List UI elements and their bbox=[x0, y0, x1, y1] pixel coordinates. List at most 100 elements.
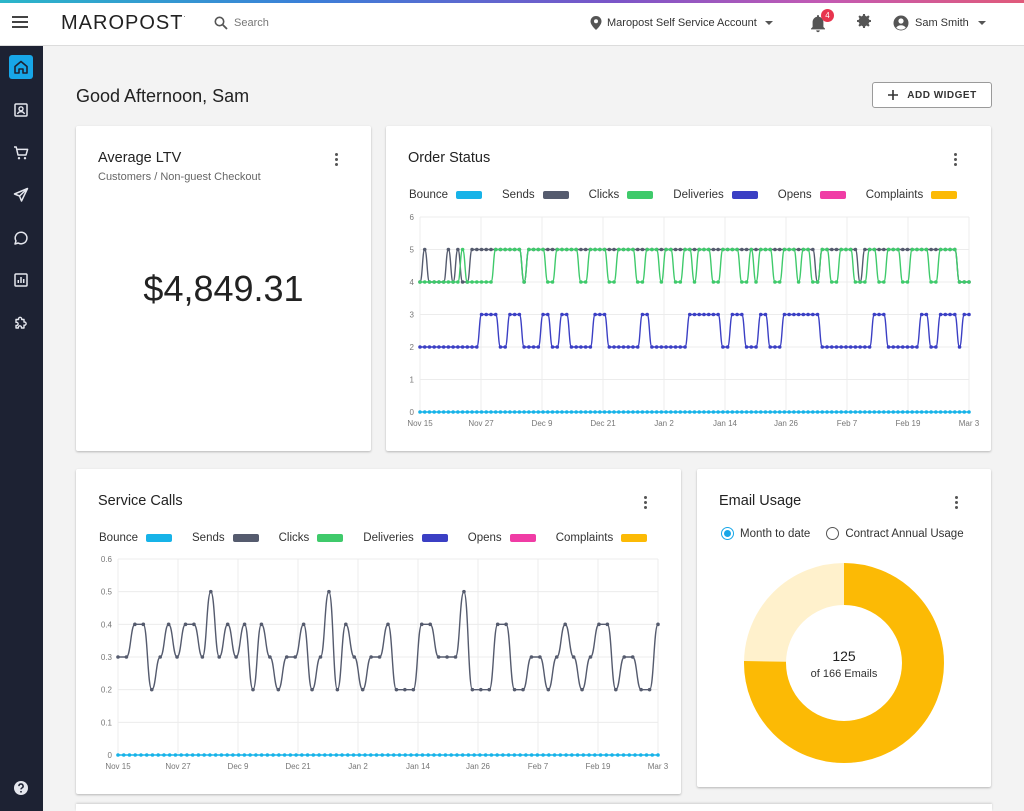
data-point bbox=[437, 753, 442, 757]
data-point bbox=[656, 622, 660, 627]
legend-label: Bounce bbox=[409, 189, 449, 201]
legend-label: Bounce bbox=[99, 532, 139, 544]
data-point bbox=[597, 622, 601, 627]
data-point bbox=[493, 410, 498, 414]
legend-item-clicks[interactable]: Clicks bbox=[279, 532, 344, 544]
data-point bbox=[886, 410, 891, 414]
legend-item-deliveries[interactable]: Deliveries bbox=[673, 189, 758, 201]
data-point bbox=[806, 410, 810, 414]
sidebar-item-reports[interactable] bbox=[9, 268, 33, 292]
sidebar-item-home[interactable] bbox=[9, 55, 33, 79]
legend-item-sends[interactable]: Sends bbox=[192, 532, 259, 544]
legend-item-opens[interactable]: Opens bbox=[468, 532, 536, 544]
y-tick-label: 5 bbox=[410, 246, 415, 255]
logo-text: MAROPOST bbox=[61, 12, 184, 34]
data-point bbox=[579, 280, 583, 284]
card-menu-icon[interactable] bbox=[637, 494, 653, 514]
data-point bbox=[436, 655, 441, 659]
data-point bbox=[441, 280, 446, 284]
data-point bbox=[853, 280, 858, 284]
data-point bbox=[640, 247, 645, 252]
data-point bbox=[512, 753, 517, 757]
data-point bbox=[877, 312, 881, 317]
menu-icon[interactable] bbox=[12, 16, 28, 28]
data-point bbox=[777, 410, 782, 414]
card-menu-icon[interactable] bbox=[947, 151, 963, 171]
data-point bbox=[560, 312, 564, 317]
legend-item-clicks[interactable]: Clicks bbox=[589, 189, 654, 201]
data-point bbox=[792, 410, 796, 414]
sidebar-item-commerce[interactable] bbox=[9, 141, 33, 165]
data-point bbox=[877, 280, 881, 284]
card-menu-icon[interactable] bbox=[328, 151, 344, 171]
card-menu-icon[interactable] bbox=[948, 494, 964, 514]
contract-annual-usage-radio[interactable] bbox=[826, 527, 840, 540]
data-point bbox=[579, 345, 583, 349]
data-point bbox=[598, 312, 602, 317]
data-point bbox=[474, 280, 479, 284]
legend-item-complaints[interactable]: Complaints bbox=[866, 189, 958, 201]
data-point bbox=[905, 410, 910, 414]
data-point bbox=[377, 655, 382, 659]
data-point bbox=[626, 247, 631, 252]
month-to-date-radio[interactable] bbox=[721, 527, 734, 540]
legend-item-complaints[interactable]: Complaints bbox=[556, 532, 648, 544]
data-point bbox=[905, 280, 910, 284]
sidebar-item-help[interactable] bbox=[9, 776, 33, 800]
data-point bbox=[782, 312, 787, 317]
logo-mark: . bbox=[183, 12, 187, 19]
sidebar-item-conversations[interactable] bbox=[9, 226, 33, 250]
legend-label: Complaints bbox=[865, 189, 924, 201]
data-point bbox=[225, 622, 230, 627]
data-point bbox=[644, 753, 649, 757]
legend-item-bounce[interactable]: Bounce bbox=[99, 532, 173, 544]
legend-item-bounce[interactable]: Bounce bbox=[409, 189, 483, 201]
sidebar-item-contacts[interactable] bbox=[9, 98, 33, 122]
data-point bbox=[687, 247, 692, 252]
notifications-button[interactable]: 4 bbox=[809, 9, 834, 34]
data-point bbox=[470, 345, 474, 349]
data-point bbox=[541, 753, 545, 757]
data-point bbox=[614, 687, 618, 692]
account-selector[interactable]: Maropost Self Service Account bbox=[590, 12, 776, 34]
settings-button[interactable] bbox=[855, 12, 875, 32]
service-calls-card: Service Calls Bounce Sends Clicks Deliverie… bbox=[76, 469, 681, 794]
legend-item-opens[interactable]: Opens bbox=[778, 189, 846, 201]
legend-swatch bbox=[456, 191, 483, 199]
legend-item-deliveries[interactable]: Deliveries bbox=[363, 532, 448, 544]
data-point bbox=[149, 687, 154, 692]
data-point bbox=[465, 280, 470, 284]
data-point bbox=[368, 753, 373, 757]
data-point bbox=[716, 312, 720, 317]
data-point bbox=[571, 655, 576, 659]
user-menu[interactable]: Sam Smith bbox=[893, 12, 989, 34]
data-point bbox=[512, 410, 517, 414]
data-point bbox=[811, 312, 815, 317]
data-point bbox=[626, 410, 631, 414]
series-line-clicks bbox=[419, 248, 969, 283]
chart-legend: Bounce Sends Clicks Deliveries Opens Complain… bbox=[99, 532, 667, 544]
data-point bbox=[621, 753, 626, 757]
sidebar-item-campaigns[interactable] bbox=[9, 183, 33, 207]
data-point bbox=[460, 247, 465, 252]
search-input[interactable]: Search bbox=[214, 12, 414, 34]
data-point bbox=[493, 312, 498, 317]
data-point bbox=[716, 247, 720, 252]
data-point bbox=[569, 410, 574, 414]
data-point bbox=[394, 687, 399, 692]
data-point bbox=[640, 312, 645, 317]
maropost-logo[interactable]: MAROPOST. bbox=[61, 12, 186, 35]
data-point bbox=[621, 345, 626, 349]
data-point bbox=[310, 687, 314, 692]
data-point bbox=[470, 247, 474, 252]
data-point bbox=[546, 687, 551, 692]
data-point bbox=[853, 410, 858, 414]
legend-item-sends[interactable]: Sends bbox=[502, 189, 569, 201]
data-point bbox=[848, 410, 853, 414]
data-point bbox=[796, 247, 801, 252]
data-point bbox=[327, 589, 331, 594]
data-point bbox=[581, 753, 586, 757]
add-widget-button[interactable]: ADD WIDGET bbox=[872, 82, 992, 108]
sidebar-item-integrations[interactable] bbox=[9, 311, 33, 335]
data-point bbox=[460, 410, 465, 414]
